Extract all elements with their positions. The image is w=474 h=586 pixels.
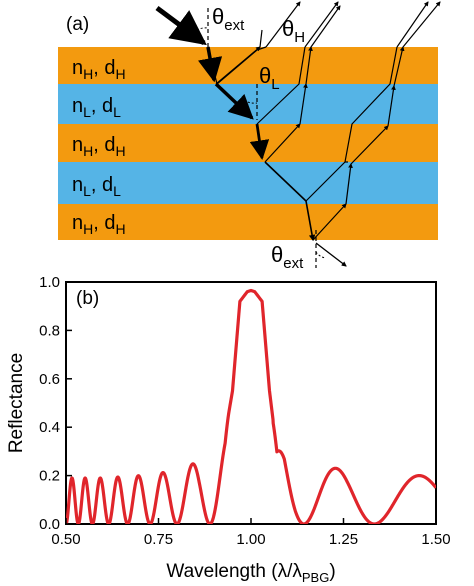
layer-high-1 xyxy=(58,47,438,84)
angle-label-ext-bottom: θext xyxy=(271,242,304,272)
y-axis-label: Reflectance xyxy=(6,353,27,453)
angle-label-l: θL xyxy=(259,63,280,93)
angle-label-h: θH xyxy=(282,16,305,46)
y-tick-label: 1.0 xyxy=(39,274,60,291)
x-tick-label: 1.00 xyxy=(236,531,265,548)
x-axis-label: Wavelength (λ/λPBG) xyxy=(166,561,335,585)
x-tick-label: 1.25 xyxy=(329,531,358,548)
x-tick-label: 0.50 xyxy=(51,531,80,548)
x-tick-label: 0.75 xyxy=(144,531,173,548)
layer-high-3 xyxy=(58,204,438,240)
layer-label: nL, dL xyxy=(72,174,121,199)
panel-label-a: (a) xyxy=(66,14,89,35)
multilayer-diagram: nH, dH nL, dL nH, dH nL, dL nH, dH (a) xyxy=(58,1,441,272)
incident-ray xyxy=(155,5,347,267)
normal-lines xyxy=(207,8,317,268)
x-tick-label: 1.50 xyxy=(421,531,450,548)
y-tick-label: 0.0 xyxy=(39,516,60,533)
y-tick-label: 0.8 xyxy=(39,322,60,339)
y-tick-label: 0.6 xyxy=(39,371,60,388)
layer-label: nH, dH xyxy=(72,57,126,82)
layer-high-2 xyxy=(58,124,438,162)
x-axis: 0.50 0.75 1.00 1.25 1.50 xyxy=(51,518,451,548)
reflectance-chart: 0.50 0.75 1.00 1.25 1.50 0.00.20.40.60.81.0 … xyxy=(6,274,451,585)
panel-label-b: (b) xyxy=(76,288,99,309)
y-axis: 0.0 0.2 0.4 0.6 0.8 1.0 xyxy=(39,274,72,533)
layer-label: nL, dL xyxy=(72,95,121,120)
reflected-rays xyxy=(207,1,441,241)
layer-label: nH, dH xyxy=(72,212,126,237)
angle-label-ext-top: θext xyxy=(212,4,245,34)
y-tick-label: 0.2 xyxy=(39,468,60,485)
y-tick-label: 0.4 xyxy=(39,419,60,436)
layer-label: nH, dH xyxy=(72,134,126,159)
layer-low-2 xyxy=(58,162,438,204)
reflectance-curve xyxy=(66,288,436,524)
